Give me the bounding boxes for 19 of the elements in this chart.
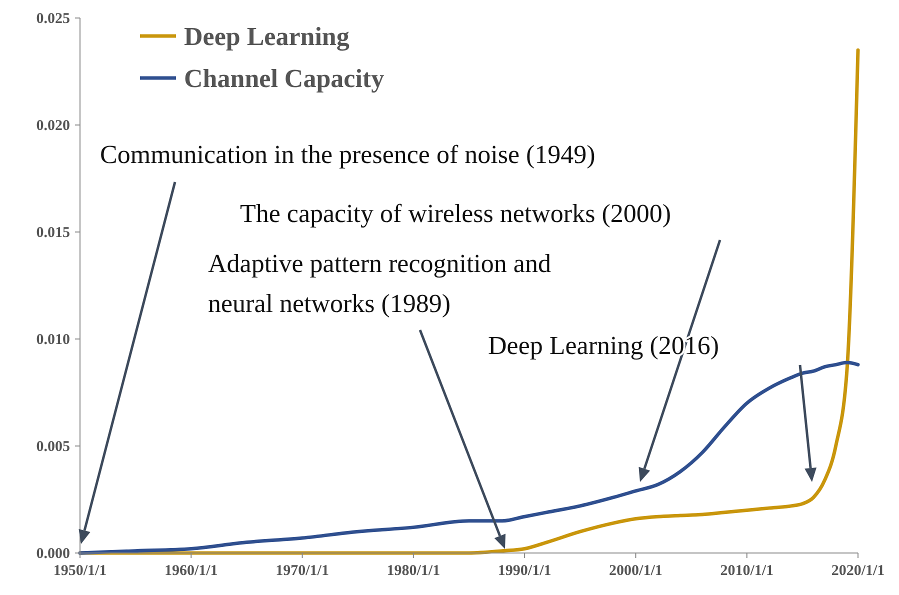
x-tick-label: 1980/1/1: [386, 563, 440, 579]
x-tick-label: 1970/1/1: [276, 563, 329, 579]
annotation: Communication in the presence of noise (1949): [100, 140, 596, 169]
legend-label: Deep Learning: [184, 22, 350, 51]
x-tick-label: 2000/1/1: [609, 563, 662, 579]
y-tick-label: 0.025: [36, 11, 70, 27]
y-tick-label: 0.015: [36, 225, 70, 241]
annotation: Adaptive pattern recognition and neural networks (1989): [208, 249, 551, 318]
x-tick-label: 1960/1/1: [164, 563, 218, 579]
annotation: The capacity of wireless networks (2000): [240, 199, 672, 228]
x-tick-label: 2020/1/1: [831, 563, 885, 579]
y-tick-label: 0.005: [36, 439, 70, 455]
x-tick-label: 1950/1/1: [53, 563, 107, 579]
x-tick-label: 1990/1/1: [498, 563, 552, 579]
x-tick-label: 2010/1/1: [720, 563, 774, 579]
legend-label: Channel Capacity: [184, 64, 384, 93]
y-tick-label: 0.020: [36, 118, 70, 134]
y-tick-label: 0.010: [36, 332, 70, 348]
y-tick-label: 0.000: [36, 546, 70, 562]
